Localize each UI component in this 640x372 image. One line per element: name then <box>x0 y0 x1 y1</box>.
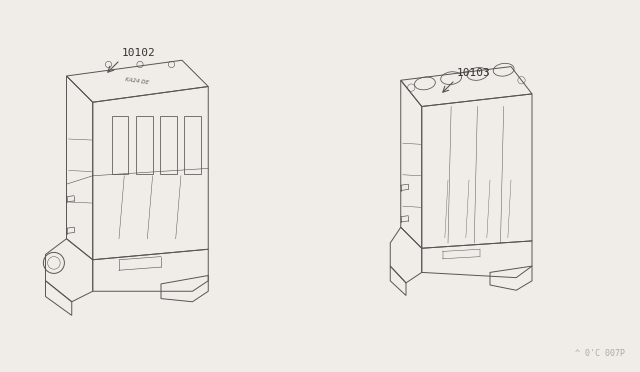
Text: ^ 0'C 007P: ^ 0'C 007P <box>575 349 625 358</box>
Text: KA24 DE: KA24 DE <box>125 77 149 86</box>
Text: 10103: 10103 <box>457 68 491 78</box>
Text: 10102: 10102 <box>122 48 156 58</box>
